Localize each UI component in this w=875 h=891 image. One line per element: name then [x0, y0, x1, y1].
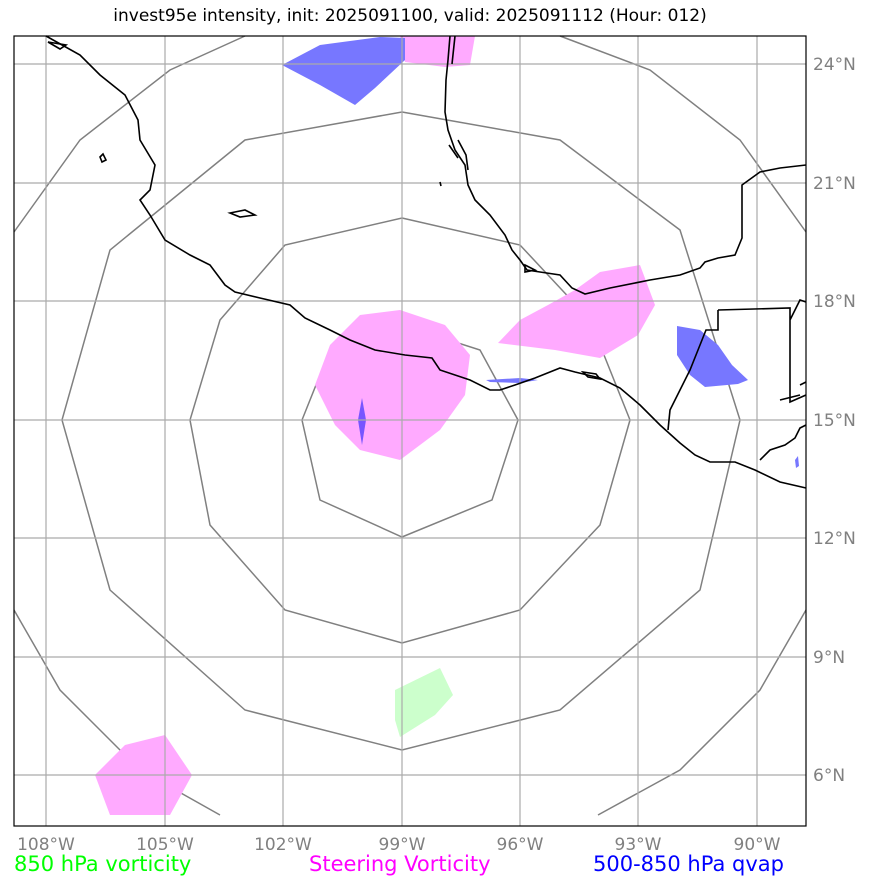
lon-tick: 105°W — [136, 835, 194, 855]
lon-tick: 93°W — [615, 835, 662, 855]
islands — [47, 41, 602, 381]
shaded-fields — [95, 36, 799, 815]
lon-tick: 108°W — [17, 835, 75, 855]
map-title: invest95e intensity, init: 2025091100, v… — [113, 6, 707, 26]
lat-tick: 21°N — [813, 174, 856, 194]
legend-850-vorticity: 850 hPa vorticity — [14, 852, 192, 876]
legend-steering-vorticity: Steering Vorticity — [309, 852, 491, 876]
range-ring-4 — [13, 35, 807, 816]
steering-vorticity-area-east — [498, 265, 655, 358]
vort850-area-south — [395, 668, 453, 737]
qvap-area-north — [282, 37, 405, 105]
lon-tick: 99°W — [379, 835, 426, 855]
coastlines — [45, 35, 807, 489]
lat-tick-labels: 24°N 21°N 18°N 15°N 12°N 9°N 6°N — [813, 55, 856, 786]
qvap-area-east — [677, 326, 748, 387]
lat-tick: 24°N — [813, 55, 856, 75]
lon-tick: 90°W — [734, 835, 781, 855]
lon-tick: 102°W — [254, 835, 312, 855]
graticule — [14, 36, 806, 826]
steering-vorticity-area-north — [400, 36, 475, 67]
lat-tick: 12°N — [813, 529, 856, 549]
map-frame — [13, 35, 807, 827]
pacific-coast — [45, 35, 807, 489]
lat-tick: 18°N — [813, 292, 856, 312]
qvap-area-dot — [795, 456, 799, 468]
lat-tick: 15°N — [813, 411, 856, 431]
lon-tick-labels: 108°W 105°W 102°W 99°W 96°W 93°W 90°W — [17, 835, 781, 855]
gulf-coast — [444, 35, 807, 295]
lat-tick: 6°N — [813, 766, 845, 786]
qvap-area-center — [358, 398, 366, 445]
steering-vorticity-area-center — [315, 310, 470, 460]
gulf-coast-inlet — [439, 35, 469, 187]
lon-tick: 96°W — [497, 835, 544, 855]
legend-qvap: 500-850 hPa qvap — [593, 852, 784, 876]
central-america-border — [667, 299, 807, 461]
lat-tick: 9°N — [813, 648, 845, 668]
